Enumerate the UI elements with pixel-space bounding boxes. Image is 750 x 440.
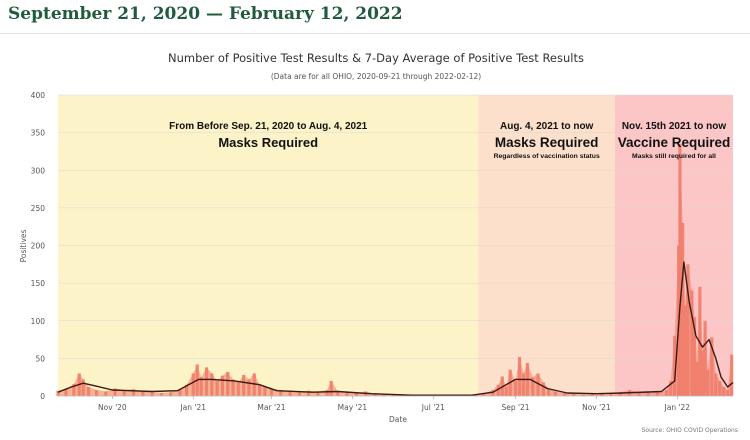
page-heading: September 21, 2020 — February 12, 2022 — [8, 4, 403, 24]
y-tick-label: 150 — [31, 279, 46, 288]
band-1-policy: Masks Required — [495, 135, 599, 150]
y-axis-label: Positives — [19, 230, 28, 263]
band-2-policy: Vaccine Required — [618, 135, 731, 150]
x-axis-label: Date — [389, 415, 407, 424]
band-1-dates: Aug. 4, 2021 to now — [500, 121, 594, 132]
x-tick-label: May '21 — [338, 403, 368, 412]
band-2-dates: Nov. 15th 2021 to now — [622, 121, 727, 132]
y-tick-label: 0 — [40, 392, 45, 401]
y-tick-label: 250 — [31, 204, 46, 213]
source-note: Source: OHIO COVID Operations — [642, 427, 738, 434]
seven-day-average-line — [57, 261, 734, 396]
x-tick-label: Mar '21 — [257, 403, 285, 412]
y-tick-label: 400 — [31, 91, 46, 100]
seven-day-average — [57, 261, 734, 396]
x-tick-label: Nov '20 — [98, 403, 127, 412]
y-tick-label: 50 — [35, 354, 45, 363]
x-tick-label: Jan '22 — [664, 403, 691, 412]
y-tick-label: 200 — [31, 242, 46, 251]
band-2-note: Masks still required for all — [632, 153, 716, 160]
y-tick-label: 350 — [31, 129, 46, 138]
band-annotations: From Before Sep. 21, 2020 to Aug. 4, 202… — [169, 121, 730, 160]
band-1-note: Regardless of vaccination status — [494, 153, 600, 160]
x-tick-label: Sep '21 — [501, 403, 529, 412]
y-tick-label: 100 — [31, 317, 46, 326]
chart-title: Number of Positive Test Results & 7-Day … — [168, 51, 584, 65]
y-tick-label: 300 — [31, 166, 46, 175]
chart-subtitle: (Data are for all OHIO, 2020-09-21 throu… — [271, 72, 481, 81]
x-tick-label: Jul '21 — [421, 403, 445, 412]
x-tick-label: Jan '21 — [179, 403, 206, 412]
x-tick-label: Nov '21 — [582, 403, 611, 412]
band-0-dates: From Before Sep. 21, 2020 to Aug. 4, 202… — [169, 121, 367, 132]
axes: 0 50 100 150 200 250 300 350 400 Nov '20 Jan '21 Ma… — [31, 91, 733, 412]
heading-divider — [0, 33, 750, 34]
band-0-policy: Masks Required — [218, 135, 318, 150]
